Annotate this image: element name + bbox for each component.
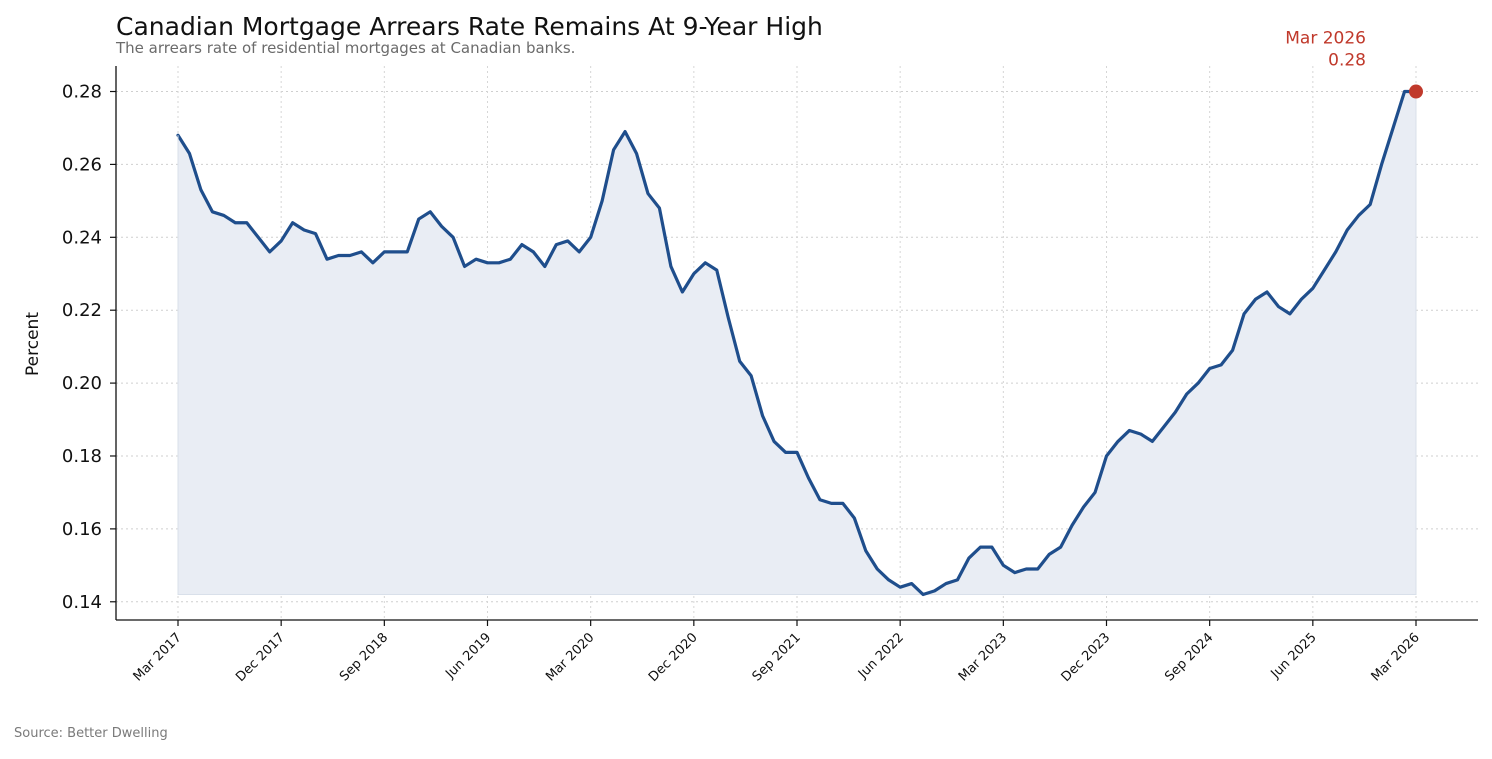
- y-tick-label: 0.26: [62, 154, 102, 175]
- y-axis-label: Percent: [23, 312, 43, 376]
- x-tick-label: Mar 2026: [1369, 630, 1423, 684]
- latest-point-date-label: Mar 2026: [1285, 29, 1366, 49]
- x-tick-label: Jun 2022: [855, 630, 907, 682]
- x-axis-ticks: Mar 2017 Dec 2017 Sep 2018 Jun 2019 Mar 2020…: [131, 620, 1423, 685]
- source-note: Source: Better Dwelling: [14, 726, 168, 741]
- x-tick-label: Mar 2020: [543, 630, 597, 684]
- x-tick-label: Mar 2023: [956, 630, 1010, 684]
- y-tick-label: 0.16: [62, 519, 102, 540]
- y-tick-label: 0.14: [62, 592, 102, 613]
- chart-subtitle: The arrears rate of residential mortgage…: [116, 39, 576, 57]
- series-line: [176, 89, 1418, 597]
- x-tick-label: Mar 2017: [131, 630, 185, 684]
- x-tick-label: Sep 2021: [750, 630, 804, 684]
- y-tick-label: 0.24: [62, 227, 102, 248]
- chart-title: Canadian Mortgage Arrears Rate Remains A…: [116, 12, 823, 41]
- x-tick-label: Dec 2023: [1059, 630, 1114, 685]
- y-axis-ticks: 0.14 0.16 0.18 0.20 0.22 0.24 0.26 0.28: [62, 82, 116, 613]
- latest-point-marker: [1409, 84, 1423, 99]
- latest-point-value-label: 0.28: [1328, 51, 1366, 71]
- x-tick-label: Dec 2020: [646, 630, 701, 685]
- y-tick-label: 0.28: [62, 82, 102, 103]
- y-tick-label: 0.20: [62, 373, 102, 394]
- y-tick-label: 0.22: [62, 300, 102, 321]
- x-tick-label: Jun 2019: [442, 630, 494, 682]
- x-tick-label: Dec 2017: [233, 630, 288, 685]
- x-tick-label: Jun 2025: [1268, 630, 1320, 682]
- x-tick-label: Sep 2024: [1162, 630, 1216, 684]
- y-tick-label: 0.18: [62, 446, 102, 467]
- x-tick-label: Sep 2018: [337, 630, 391, 684]
